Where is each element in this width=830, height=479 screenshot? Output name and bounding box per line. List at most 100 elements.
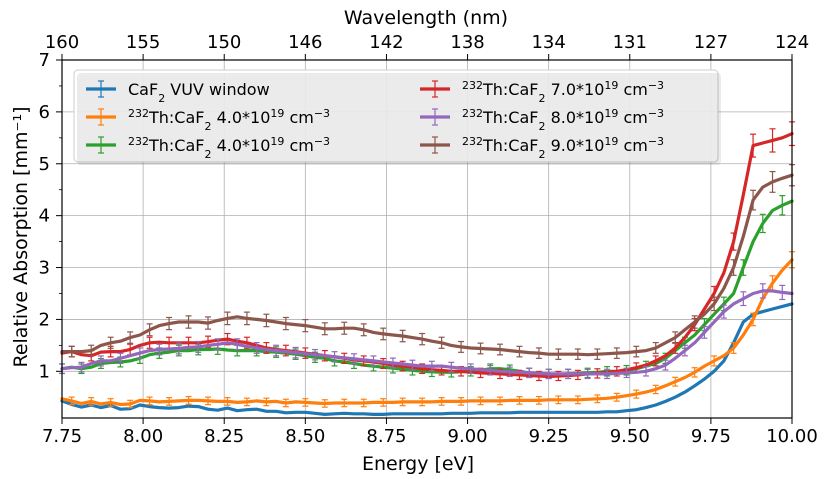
errorbar-2-70 (740, 259, 747, 276)
errorbar-4-72 (759, 283, 766, 299)
errorbar-5-47 (516, 345, 523, 358)
legend-label-1: 232Th:CaF2 4.0*1019 cm−3 (128, 107, 330, 133)
errorbar-3-73 (769, 128, 776, 153)
top-axis-label: Wavelength (nm) (344, 7, 508, 29)
errorbar-4-74 (779, 284, 786, 301)
errorbar-1-3 (88, 397, 95, 406)
errorbar-3-61 (652, 355, 659, 367)
errorbar-4-52 (565, 368, 572, 380)
errorbar-4-4 (97, 355, 104, 367)
y-tick-label-6: 7 (39, 50, 50, 71)
legend-label-5: 232Th:CaF2 9.0*1019 cm−3 (462, 135, 664, 161)
y-tick-label-1: 2 (39, 309, 50, 330)
errorbar-1-35 (399, 397, 406, 407)
errorbar-5-73 (769, 170, 776, 193)
errorbar-1-55 (594, 394, 601, 404)
legend-label-0: CaF2 VUV window (128, 80, 270, 105)
y-tick-label-2: 3 (39, 258, 50, 279)
errorbar-3-69 (730, 232, 737, 251)
series-line-1 (60, 258, 794, 407)
errorbar-5-7 (127, 331, 134, 344)
top-tick-label-0: 160 (45, 32, 79, 53)
errorbar-3-71 (750, 133, 757, 158)
errorbar-1-17 (224, 397, 231, 406)
errorbar-5-45 (497, 343, 503, 356)
errorbar-4-24 (292, 346, 299, 359)
x-tick-label-3: 8.50 (285, 426, 325, 447)
errorbar-1-51 (555, 395, 562, 405)
x-tick-label-7: 9.50 (610, 426, 650, 447)
errorbar-4-26 (312, 348, 319, 361)
y-tick-label-3: 4 (39, 206, 50, 227)
series-line-2 (60, 199, 794, 376)
errorbar-4-18 (234, 338, 241, 351)
errorbar-1-65 (691, 367, 698, 378)
errorbar-4-22 (273, 344, 280, 357)
errorbar-4-66 (701, 325, 708, 339)
top-tick-label-4: 142 (369, 32, 403, 53)
errorbar-2-72 (759, 213, 766, 234)
errorbar-1-27 (321, 399, 328, 408)
errorbar-1-13 (185, 395, 192, 405)
errorbar-5-25 (302, 319, 309, 333)
errorbar-5-43 (477, 342, 484, 355)
legend-entry-3: 232Th:CaF2 7.0*1019 cm−3 (420, 79, 664, 105)
errorbar-5-33 (380, 327, 387, 341)
errorbar-4-58 (623, 367, 630, 379)
errorbar-5-59 (633, 345, 640, 358)
legend-box (73, 69, 719, 163)
errorbar-5-61 (652, 341, 659, 354)
errorbar-5-51 (555, 348, 562, 360)
series-line-5 (60, 173, 794, 357)
errorbar-5-55 (594, 348, 601, 360)
errorbar-1-69 (730, 341, 737, 354)
series-line-3 (60, 132, 794, 379)
errorbar-5-71 (750, 189, 757, 211)
x-tick-label-9: 10.00 (766, 426, 818, 447)
errorbar-1-19 (243, 397, 250, 407)
y-axis-label: Relative Absorption [mm⁻¹] (10, 106, 32, 367)
errorbar-2-74 (779, 195, 786, 216)
errorbar-5-19 (243, 311, 250, 326)
top-tick-label-8: 127 (694, 32, 728, 53)
legend-entry-2: 232Th:CaF2 4.0*1019 cm−3 (86, 135, 330, 161)
errorbar-5-13 (185, 315, 192, 329)
errorbar-3-9 (146, 336, 153, 349)
top-tick-label-2: 150 (207, 32, 241, 53)
legend-label-3: 232Th:CaF2 7.0*1019 cm−3 (462, 79, 664, 105)
errorbar-4-64 (681, 344, 688, 357)
y-tick-label-4: 5 (39, 154, 50, 175)
errorbar-1-45 (497, 396, 503, 406)
errorbar-4-30 (351, 353, 357, 365)
y-tick-label-0: 1 (39, 361, 50, 382)
errorbar-5-69 (730, 259, 737, 276)
errorbar-5-41 (458, 340, 465, 353)
errorbar-4-42 (467, 363, 474, 375)
legend-shadow (77, 73, 721, 165)
legend-entry-0: CaF2 VUV window (86, 80, 270, 105)
x-axis-label: Energy [eV] (362, 453, 474, 475)
errorbar-4-40 (448, 361, 455, 373)
errorbar-5-5 (107, 336, 114, 349)
legend-entry-5: 232Th:CaF2 9.0*1019 cm−3 (420, 135, 664, 161)
errorbar-4-2 (78, 361, 85, 373)
errorbar-1-47 (516, 395, 523, 405)
x-tick-label-8: 9.75 (691, 426, 731, 447)
errorbar-4-36 (409, 359, 416, 371)
errorbar-5-39 (438, 336, 445, 349)
errorbar-1-29 (341, 398, 348, 408)
errorbar-1-11 (166, 397, 173, 406)
errorbar-5-17 (224, 311, 231, 326)
legend-label-2: 232Th:CaF2 4.0*1019 cm−3 (128, 135, 330, 161)
errorbar-1-41 (458, 397, 465, 406)
errorbar-1-25 (302, 398, 309, 407)
x-tick-label-6: 9.25 (529, 426, 569, 447)
x-tick-label-1: 8.00 (123, 426, 163, 447)
errorbar-4-8 (136, 347, 143, 359)
errorbar-5-11 (166, 316, 173, 331)
errorbar-1-1 (68, 396, 75, 406)
errorbar-4-16 (214, 338, 221, 351)
errorbar-4-28 (331, 351, 338, 363)
